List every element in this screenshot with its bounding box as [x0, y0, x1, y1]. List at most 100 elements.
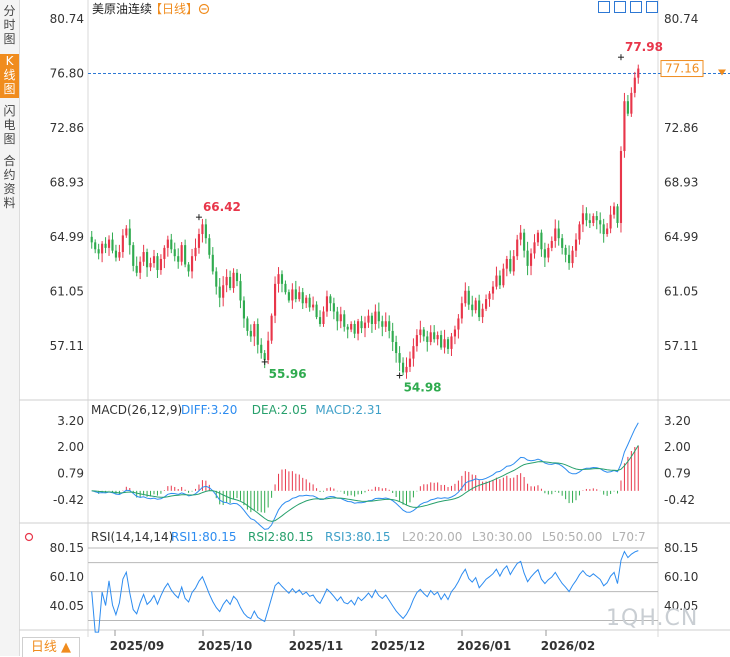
candle-body — [557, 228, 560, 239]
candle-body — [443, 339, 446, 348]
candle-body — [118, 252, 121, 258]
tab-time-chart[interactable]: 分时图 — [3, 4, 16, 46]
candle-body — [197, 234, 201, 248]
price-annotations: 66.42 55.96 54.98 77.98 — [195, 40, 663, 394]
candle-body — [446, 339, 450, 349]
candle-body — [308, 297, 311, 308]
price-tick-right: 80.74 — [664, 12, 698, 26]
current-price-label: 77.16 — [665, 62, 699, 76]
candle-body — [401, 362, 405, 373]
price-tick-right: 57.11 — [664, 339, 698, 353]
candle-body — [585, 213, 588, 221]
candle-body — [301, 292, 304, 304]
current-price-box — [660, 60, 704, 78]
annotation-label: 54.98 — [404, 380, 442, 394]
macd-diff-line — [91, 422, 639, 530]
candle-body — [554, 228, 557, 241]
candle-body — [512, 256, 515, 272]
period-button[interactable]: 日线 ▲ — [22, 637, 80, 657]
candle-body — [291, 289, 294, 301]
candle-body — [526, 250, 529, 266]
candle-body — [498, 275, 501, 286]
candle-body — [246, 318, 249, 331]
rsi-tick-left: 60.10 — [50, 570, 84, 584]
candle-body — [332, 303, 335, 312]
candle-body — [606, 228, 609, 235]
candle-body — [339, 314, 342, 322]
macd-tick-left: -0.42 — [53, 493, 84, 507]
candle-body — [408, 358, 412, 367]
candle-body — [260, 344, 263, 354]
candle-body — [633, 77, 636, 93]
candle-body — [156, 256, 159, 271]
candle-body — [450, 336, 453, 349]
candle-body — [128, 228, 131, 246]
candle-body — [609, 214, 612, 229]
candle-body — [346, 326, 349, 330]
candle-body — [336, 311, 339, 322]
candle-body — [235, 272, 239, 282]
rsi-title: RSI(14,14,14) — [91, 530, 173, 544]
macd-tick-right: 3.20 — [664, 414, 691, 428]
settings-icon[interactable] — [630, 1, 642, 13]
rsi-legend-rsi1: RSI1:80.15 — [171, 530, 237, 544]
candle-body — [315, 304, 318, 318]
candle-body — [578, 224, 581, 240]
macd-title: MACD(26,12,9) — [91, 403, 182, 417]
watermark: 1QH.CN — [606, 606, 699, 631]
zoom-out-icon[interactable] — [198, 3, 210, 15]
candle-body — [173, 249, 176, 257]
candle-body — [395, 341, 398, 354]
candle-body — [453, 329, 457, 337]
candle-body — [270, 315, 273, 341]
candle-body — [540, 232, 543, 250]
tab-kline-chart[interactable]: K线图 — [0, 54, 19, 98]
crosshair-icon[interactable] — [614, 1, 626, 13]
candle-body — [495, 275, 498, 287]
price-tick-left: 68.93 — [50, 175, 84, 189]
candle-body — [135, 265, 138, 273]
candle-body — [229, 276, 232, 289]
rsi-panel: RSI(14,14,14)RSI1:80.15 RSI2:80.15 RSI3:80… — [24, 530, 698, 633]
price-tick-right: 61.05 — [664, 284, 698, 298]
candle-body — [474, 300, 477, 311]
candle-body — [90, 236, 93, 243]
x-tick-label: 2026/01 — [457, 639, 511, 653]
expand-icon[interactable] — [598, 1, 610, 13]
tab-contract-info[interactable]: 合约资料 — [3, 154, 16, 210]
price-tick-right: 72.86 — [664, 121, 698, 135]
candle-body — [616, 206, 619, 223]
candle-body — [322, 311, 325, 324]
rsi-legend-l30: L30:30.00 — [472, 530, 532, 544]
period-tag: 【日线】 — [150, 2, 198, 16]
candle-body — [249, 330, 252, 337]
candle-body — [357, 321, 360, 334]
candle-body — [436, 335, 439, 340]
price-tick-left: 76.80 — [50, 67, 84, 81]
candle-body — [353, 323, 356, 334]
price-tick-left: 64.99 — [50, 230, 84, 244]
candle-body — [571, 250, 574, 264]
candle-body — [215, 271, 218, 287]
candle-body — [415, 335, 418, 347]
candle-body — [599, 220, 602, 225]
fullscreen-icon[interactable] — [646, 1, 658, 13]
candle-body — [305, 297, 308, 304]
candle-body — [398, 353, 401, 363]
candle-body — [94, 242, 97, 250]
rsi-tick-right: 80.15 — [664, 541, 698, 555]
candle-body — [623, 101, 626, 152]
candle-body — [360, 321, 363, 329]
candle-body — [426, 336, 429, 342]
candle-body — [125, 228, 128, 236]
candle-body — [391, 330, 394, 342]
candle-body — [239, 281, 242, 301]
candle-body — [381, 321, 384, 327]
candle-body — [491, 286, 495, 294]
candle-body — [149, 263, 152, 268]
tab-tick-chart[interactable]: 闪电图 — [3, 104, 16, 146]
candle-body — [588, 220, 591, 223]
candle-body — [170, 239, 173, 250]
candle-body — [581, 213, 584, 225]
